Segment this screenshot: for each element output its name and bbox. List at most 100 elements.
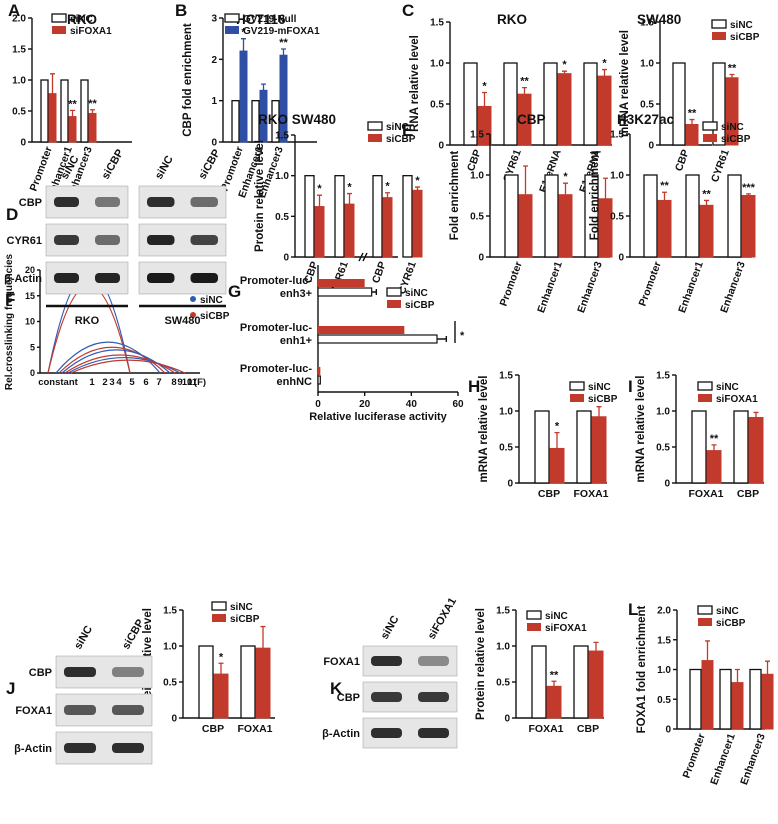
significance-mark: *	[460, 330, 465, 342]
bar-siNC	[544, 174, 559, 258]
row-label: CBP	[29, 667, 52, 679]
legend-label: siNC	[545, 611, 568, 622]
y-tick-label: 0.5	[470, 212, 484, 223]
x-tick-label: CBP	[577, 723, 599, 735]
bar-siCBP	[557, 73, 572, 146]
chart-title: CBP	[517, 112, 546, 127]
x-tick-label: 11	[187, 377, 198, 388]
protein-band	[190, 273, 218, 283]
legend-swatch	[386, 287, 402, 297]
x-tick-label: CBP	[737, 488, 759, 500]
y-tick-label: 1.5	[430, 18, 444, 29]
y-axis-label: Rel.crosslinking frequencies	[4, 253, 15, 390]
legend-label: siCBP	[405, 300, 435, 311]
error-bar	[596, 406, 602, 428]
y-tick-label: 20	[25, 265, 35, 275]
legend-label: siCBP	[721, 134, 751, 145]
bar-GV219-Null	[231, 100, 240, 143]
y-tick-label: 0.5	[499, 443, 513, 454]
lane-label: siNC	[153, 154, 176, 182]
lane-label: siCBP	[100, 147, 127, 181]
error-bar	[662, 191, 667, 210]
legend-swatch	[51, 13, 67, 23]
y-tick-label: 0	[665, 725, 671, 736]
y-tick-label: 1	[211, 96, 217, 107]
error-bar	[371, 289, 378, 295]
chart-title: RKO	[67, 12, 97, 27]
protein-band	[147, 273, 175, 283]
bar-GV219-Null	[251, 100, 260, 143]
bar-siNC	[463, 62, 478, 146]
y-axis-label: CBP fold enrichment	[182, 23, 194, 137]
y-axis-label: FOXA1 fold enrichment	[636, 605, 648, 733]
x-tick-label: FOXA1	[573, 488, 608, 500]
bar-siNC	[317, 287, 373, 297]
error-bar	[281, 48, 286, 63]
y-axis-label: RNA relative level	[409, 35, 421, 132]
x-tick-label: 60	[452, 399, 464, 410]
error-bar	[765, 660, 770, 688]
y-axis-label: Fold enrichment	[449, 151, 461, 241]
bar-siNC	[543, 62, 558, 146]
significance-mark: *	[602, 58, 607, 70]
y-tick-label: 0	[504, 714, 510, 725]
x-tick-label: Enhancer3	[718, 260, 748, 315]
legend-swatch	[526, 610, 542, 620]
panel-label: B	[175, 1, 187, 20]
bar-siNC	[240, 645, 256, 719]
row-label: FOXA1	[15, 705, 52, 717]
chart-title: RKO SW480	[258, 112, 336, 127]
y-tick-label: 1.5	[499, 371, 513, 382]
protein-band	[95, 197, 120, 207]
panel-label: G	[228, 282, 241, 301]
x-tick-label: CBP	[370, 260, 389, 285]
bar-siNC	[80, 79, 89, 143]
error-bar	[385, 192, 390, 204]
y-tick-label: 2.0	[657, 606, 671, 617]
bar-siCBP	[412, 189, 423, 258]
y-axis-label: mRNA relative level	[478, 376, 490, 483]
panel-K: 0 0.5 1.0 1.5 Protein relative level ** FOXA1 C…	[475, 606, 604, 735]
bar-siCBP	[318, 367, 321, 375]
panel-label: I	[628, 377, 633, 396]
protein-band	[64, 705, 96, 715]
panel-label: A	[8, 1, 20, 20]
y-tick-label: 0	[478, 253, 484, 264]
error-bar	[563, 182, 568, 207]
y-tick-label: Promoter-luc-	[240, 363, 312, 375]
significance-mark: **	[279, 37, 288, 49]
significance-mark: *	[317, 183, 322, 195]
legend-label: siNC	[721, 122, 744, 133]
significance-mark: *	[415, 175, 420, 187]
y-tick-label: 0.5	[496, 678, 510, 689]
legend-label: siNC	[70, 14, 93, 25]
y-tick-label: 0	[30, 368, 35, 378]
legend-label: siNC	[588, 382, 611, 393]
protein-band	[112, 667, 144, 677]
y-tick-label: 0.5	[163, 678, 177, 689]
y-tick-label: 0.5	[275, 212, 289, 223]
panel-H: 0 0.5 1.0 1.5 mRNA relative level * CBP FOXA1 H s…	[468, 371, 618, 501]
y-tick-label: 0	[171, 714, 177, 725]
bar-siNC	[733, 410, 749, 484]
x-tick-label: 3	[109, 377, 114, 388]
legend-swatch	[367, 121, 383, 131]
crosslinking-arc	[47, 285, 131, 374]
y-tick-label: 1.0	[470, 171, 484, 182]
bar-siNC	[60, 79, 69, 143]
error-bar	[705, 640, 710, 681]
bar-siCBP	[318, 326, 405, 334]
y-tick-label: 1.5	[657, 635, 671, 646]
legend-swatch	[52, 26, 66, 34]
row-label: β-Actin	[4, 273, 42, 285]
x-tick-label: constant	[38, 377, 78, 388]
x-tick-label: 20	[359, 399, 371, 410]
error-bar	[735, 668, 740, 697]
bar-siNC	[672, 62, 686, 146]
legend-label: siCBP	[200, 311, 230, 322]
panel-label: J	[6, 679, 15, 698]
crosslinking-arc	[64, 354, 176, 374]
bar-siFOXA1	[748, 416, 764, 484]
